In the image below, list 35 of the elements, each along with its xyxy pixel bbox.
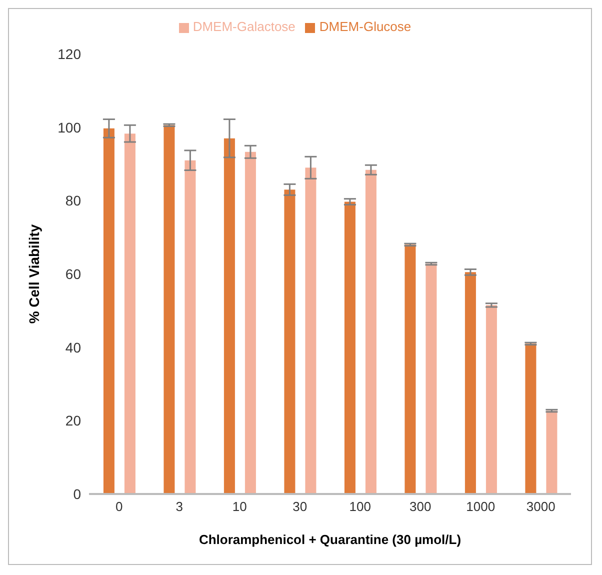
bar <box>224 138 235 494</box>
x-tick-label: 1000 <box>466 499 496 514</box>
y-axis-title: % Cell Viability <box>26 224 42 324</box>
x-tick-label: 100 <box>349 499 371 514</box>
bar <box>244 152 256 494</box>
legend-label: DMEM-Galactose <box>192 19 296 34</box>
bar <box>184 160 196 494</box>
bar <box>464 272 476 494</box>
y-tick-label: 120 <box>58 46 82 62</box>
bar <box>404 244 416 494</box>
bar <box>426 264 437 494</box>
bar <box>525 344 536 494</box>
x-tick-label: 30 <box>292 499 308 514</box>
y-tick-label: 0 <box>73 486 82 502</box>
bar <box>103 128 114 494</box>
y-tick-label: 40 <box>65 339 82 356</box>
x-axis-title: Chloramphenicol + Quarantine (30 µmol/L) <box>198 532 462 547</box>
x-tick-label: 10 <box>232 499 247 514</box>
x-tick-label: 0 <box>116 499 123 514</box>
bar <box>284 190 296 494</box>
y-tick-label: 100 <box>58 119 82 136</box>
legend-label: DMEM-Glucose <box>319 19 412 34</box>
x-tick-label: 3 <box>176 499 183 514</box>
y-tick-label: 80 <box>65 192 82 209</box>
bar <box>344 202 356 494</box>
bar <box>164 125 175 494</box>
bar <box>546 410 558 494</box>
x-tick-label: 3000 <box>526 499 556 514</box>
bar <box>365 170 376 494</box>
bar <box>124 134 136 494</box>
bar <box>305 168 316 494</box>
y-tick-label: 20 <box>65 412 82 429</box>
x-tick-label: 300 <box>410 499 432 514</box>
y-tick-label: 60 <box>65 266 82 282</box>
bar <box>486 305 497 494</box>
